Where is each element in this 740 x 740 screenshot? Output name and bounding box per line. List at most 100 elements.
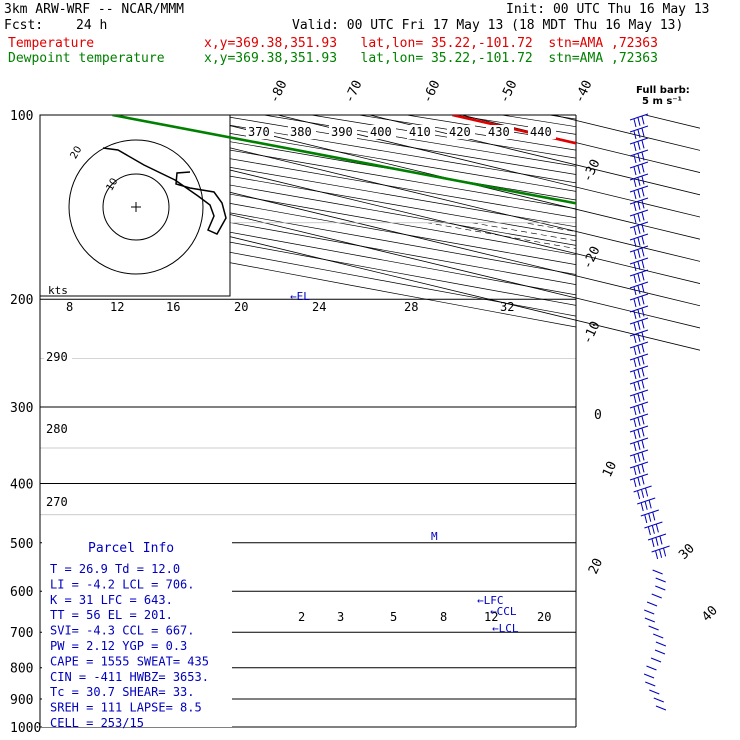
wind-barb xyxy=(629,329,649,337)
pressure-tick-700: 700 xyxy=(10,626,33,641)
wind-barb-flag xyxy=(633,310,637,320)
isotherm-label--10: -10 xyxy=(580,319,604,347)
wind-barb-flag xyxy=(655,524,659,533)
wind-barb-flag xyxy=(633,286,637,296)
wind-barb-low xyxy=(655,705,667,711)
isotherm--90 xyxy=(185,115,700,240)
wind-barb-flag xyxy=(633,382,637,392)
theta-label-400: 400 xyxy=(370,125,392,139)
theta-label-280: 280 xyxy=(46,422,68,436)
wind-barb-flag xyxy=(641,404,645,413)
wind-barb-flag xyxy=(633,454,637,464)
hodograph-ring-2 xyxy=(68,139,204,275)
wind-barb xyxy=(629,257,649,265)
isotherm-label-20: 20 xyxy=(586,556,606,577)
isotherm--80 xyxy=(277,115,700,218)
wind-barb-flag xyxy=(637,405,641,414)
wind-barb-flag xyxy=(637,129,641,138)
temperature-legend-info: x,y=369.38,351.93 lat,lon= 35.22,-101.72… xyxy=(204,36,658,51)
wind-barb-flag xyxy=(633,274,637,284)
wind-barb-flag xyxy=(637,177,641,186)
wind-barb xyxy=(629,233,649,241)
wind-barb-flag xyxy=(641,260,645,269)
wind-barb-flag xyxy=(641,236,645,245)
wind-barb-low xyxy=(655,585,666,591)
wind-barb-flag xyxy=(637,369,641,378)
parcel-info-panel xyxy=(42,537,232,727)
dry-adiabat-350 xyxy=(168,115,576,184)
wind-barb xyxy=(629,401,649,409)
wind-barb-low xyxy=(652,569,663,575)
pressure-tick-1000: 1000 xyxy=(10,721,41,736)
wind-barb-flag xyxy=(637,165,641,174)
wind-barb-flag xyxy=(637,237,641,246)
wind-barb-flag xyxy=(648,513,652,522)
wind-barb-flag xyxy=(641,224,645,233)
wind-barb-flag xyxy=(641,380,645,389)
wind-barb xyxy=(644,521,663,529)
wind-barb-flag xyxy=(663,548,667,557)
wind-barb-low xyxy=(646,665,657,671)
theta-label-290: 290 xyxy=(46,350,68,364)
wind-barb-flag xyxy=(641,416,645,425)
wind-barb xyxy=(629,293,649,301)
pressure-tick-600: 600 xyxy=(10,585,33,600)
parcel-info-row: CAPE = 1555 SWEAT= 435 xyxy=(50,654,209,668)
wind-barb-flag xyxy=(633,430,637,440)
hodograph-speed-label-20: 20 xyxy=(234,300,248,314)
dry-adiabat-430 xyxy=(549,115,576,120)
wind-barb-flag xyxy=(633,166,637,176)
wind-barb xyxy=(629,125,649,133)
wind-barb-flag xyxy=(633,178,637,188)
theta-label-bg-280 xyxy=(44,422,72,436)
wind-barb-flag xyxy=(637,141,641,150)
isotherm-label-40: 40 xyxy=(699,603,721,625)
wind-barb xyxy=(629,377,649,385)
mixing-ratio-label-20: 20 xyxy=(537,610,551,624)
wind-barb-flag xyxy=(633,118,637,128)
wind-barb xyxy=(629,353,649,361)
isotherm--70 xyxy=(369,115,700,196)
wind-barb xyxy=(629,113,649,121)
hodograph-ring-1 xyxy=(102,173,170,241)
isotherm-label-10: 10 xyxy=(600,459,620,480)
wind-barb-flag xyxy=(641,248,645,257)
hodograph-speed-label-24: 24 xyxy=(312,300,326,314)
wind-barb-flag xyxy=(641,489,645,498)
hodograph-unit-label: kts xyxy=(48,284,68,297)
isotherm-label--40: -40 xyxy=(572,78,596,106)
theta-label-380: 380 xyxy=(290,125,312,139)
wind-barb-flag xyxy=(655,550,659,560)
wind-barb xyxy=(629,197,649,205)
wind-barb-flag xyxy=(633,298,637,308)
dry-adiabat-390 xyxy=(359,115,576,151)
pressure-tick-900: 900 xyxy=(10,693,33,708)
wind-barb xyxy=(629,269,649,277)
wind-barb-flag xyxy=(633,346,637,356)
wind-barb-low xyxy=(646,601,658,607)
wind-barb-flag xyxy=(645,488,649,497)
wind-barb-flag xyxy=(633,358,637,368)
wind-barb-flag xyxy=(655,537,659,546)
pressure-tick-500: 500 xyxy=(10,537,33,552)
hodograph-panel xyxy=(39,114,231,297)
temperature-legend-label: Temperature xyxy=(8,36,95,51)
theta-label-bg-390 xyxy=(329,125,357,139)
isotherm-label-0: 0 xyxy=(594,408,602,423)
theta-label-bg-380 xyxy=(288,125,316,139)
wind-barb-flag xyxy=(652,512,656,521)
wind-barb xyxy=(633,485,652,493)
theta-label-bg-430 xyxy=(486,125,514,139)
wind-barb-flag xyxy=(641,320,645,329)
hodograph-trace xyxy=(102,147,227,235)
wind-barb-low xyxy=(653,633,664,639)
theta-label-390: 390 xyxy=(331,125,353,139)
wind-barb-flag xyxy=(641,164,645,173)
el-marker: ←EL xyxy=(290,290,310,303)
lfc-marker: ←LFC xyxy=(477,594,504,607)
dry-adiabat-370 xyxy=(263,115,576,167)
isotherm--120 xyxy=(40,145,700,307)
wind-barb-flag xyxy=(637,225,641,234)
wind-barb-flag xyxy=(641,152,645,161)
pressure-tick-100: 100 xyxy=(10,109,33,124)
